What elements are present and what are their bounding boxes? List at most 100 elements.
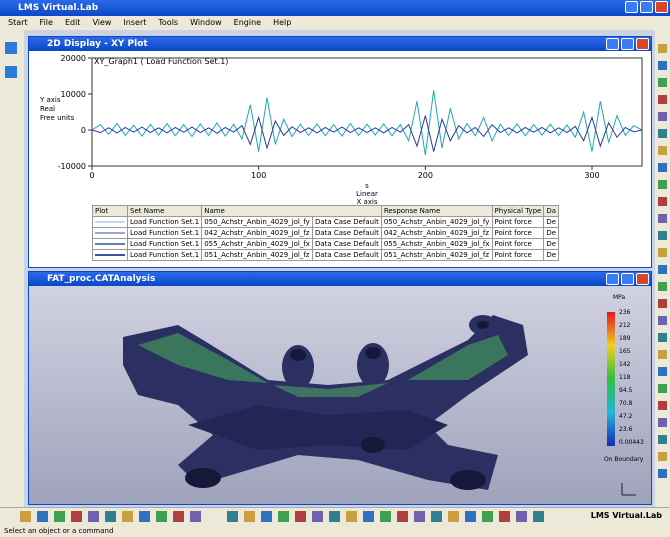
maximize[interactable] bbox=[640, 1, 653, 13]
x-axis-label: s bbox=[365, 182, 369, 190]
tool-icon[interactable] bbox=[658, 452, 667, 461]
tool-icon[interactable] bbox=[380, 511, 391, 522]
tool-icon[interactable] bbox=[37, 511, 48, 522]
tool-icon[interactable] bbox=[658, 333, 667, 342]
tool-icon[interactable] bbox=[244, 511, 255, 522]
tool-icon[interactable] bbox=[448, 511, 459, 522]
tool-icon[interactable] bbox=[658, 146, 667, 155]
minimize[interactable] bbox=[625, 1, 638, 13]
table-cell: 050_Achstr_Anbin_4029_jol_fy bbox=[202, 217, 313, 228]
tool-icon[interactable] bbox=[658, 112, 667, 121]
menu-item[interactable]: Start bbox=[8, 16, 28, 30]
tool-icon[interactable] bbox=[105, 511, 116, 522]
tool-icon[interactable] bbox=[658, 316, 667, 325]
column-header: Response Name bbox=[381, 206, 492, 217]
menu-item[interactable]: File bbox=[40, 16, 53, 30]
menu-item[interactable]: Help bbox=[273, 16, 291, 30]
tool-icon[interactable] bbox=[658, 197, 667, 206]
tool-icon[interactable] bbox=[499, 511, 510, 522]
tool-icon[interactable] bbox=[261, 511, 272, 522]
menu-item[interactable]: View bbox=[92, 16, 111, 30]
tool-icon[interactable] bbox=[227, 511, 238, 522]
tool-icon[interactable] bbox=[658, 350, 667, 359]
menu-item[interactable]: Engine bbox=[234, 16, 261, 30]
menu-item[interactable]: Tools bbox=[158, 16, 178, 30]
tool-icon[interactable] bbox=[465, 511, 476, 522]
plot-swatch-cell bbox=[93, 239, 128, 250]
tool-icon[interactable] bbox=[173, 511, 184, 522]
close[interactable] bbox=[636, 273, 649, 285]
tool-icon[interactable] bbox=[658, 129, 667, 138]
fe-model-view: MPa On Boundary 23621218916514211894.570… bbox=[28, 285, 652, 505]
bottom-toolbar: LMS Virtual.Lab bbox=[0, 507, 670, 526]
brand: LMS Virtual.Lab bbox=[591, 511, 662, 520]
menu-item[interactable]: Insert bbox=[123, 16, 146, 30]
tool-icon[interactable] bbox=[71, 511, 82, 522]
tool-icon[interactable] bbox=[122, 511, 133, 522]
close[interactable] bbox=[655, 1, 668, 13]
tool-icon[interactable] bbox=[658, 95, 667, 104]
tool-icon[interactable] bbox=[658, 435, 667, 444]
column-header: Plot bbox=[93, 206, 128, 217]
tool-icon[interactable] bbox=[482, 511, 493, 522]
tool-icon[interactable] bbox=[658, 469, 667, 478]
tool-icon[interactable] bbox=[658, 180, 667, 189]
tool-icon[interactable] bbox=[658, 231, 667, 240]
close[interactable] bbox=[636, 38, 649, 50]
tool-icon[interactable] bbox=[658, 418, 667, 427]
tool-icon[interactable] bbox=[658, 214, 667, 223]
tool-icon[interactable] bbox=[295, 511, 306, 522]
tool-icon[interactable] bbox=[5, 66, 17, 78]
tool-icon[interactable] bbox=[658, 44, 667, 53]
header-row: PlotSet NameNameResponse NamePhysical Ty… bbox=[93, 206, 559, 217]
tool-icon[interactable] bbox=[658, 384, 667, 393]
tool-icon[interactable] bbox=[346, 511, 357, 522]
tool-icon[interactable] bbox=[278, 511, 289, 522]
app-title-bar: LMS Virtual.Lab bbox=[0, 0, 670, 16]
tool-icon[interactable] bbox=[363, 511, 374, 522]
maximize[interactable] bbox=[621, 273, 634, 285]
right-toolbar bbox=[655, 30, 670, 507]
table-cell: Load Function Set.1 bbox=[128, 228, 202, 239]
tool-icon[interactable] bbox=[5, 42, 17, 54]
menu-item[interactable]: Edit bbox=[65, 16, 81, 30]
table-cell: Load Function Set.1 bbox=[128, 239, 202, 250]
signal-line bbox=[92, 90, 642, 155]
tool-icon[interactable] bbox=[533, 511, 544, 522]
minimize[interactable] bbox=[606, 38, 619, 50]
column-header: Name bbox=[202, 206, 382, 217]
tool-icon[interactable] bbox=[312, 511, 323, 522]
table-cell: Load Function Set.1 bbox=[128, 217, 202, 228]
tool-icon[interactable] bbox=[397, 511, 408, 522]
tool-icon[interactable] bbox=[658, 248, 667, 257]
window-title: FAT_proc.CATAnalysis bbox=[47, 274, 155, 284]
tool-icon[interactable] bbox=[156, 511, 167, 522]
tool-icon[interactable] bbox=[88, 511, 99, 522]
legend-label: 23.6 bbox=[619, 426, 633, 433]
tool-icon[interactable] bbox=[516, 511, 527, 522]
tool-icon[interactable] bbox=[20, 511, 31, 522]
tool-icon[interactable] bbox=[139, 511, 150, 522]
tool-icon[interactable] bbox=[658, 299, 667, 308]
tool-icon[interactable] bbox=[658, 163, 667, 172]
maximize[interactable] bbox=[621, 38, 634, 50]
tool-icon[interactable] bbox=[329, 511, 340, 522]
tool-icon[interactable] bbox=[190, 511, 201, 522]
tool-icon[interactable] bbox=[658, 265, 667, 274]
tool-icon[interactable] bbox=[658, 78, 667, 87]
y-tick-label: 20000 bbox=[61, 54, 86, 63]
tool-icon[interactable] bbox=[658, 282, 667, 291]
tool-icon[interactable] bbox=[54, 511, 65, 522]
minimize[interactable] bbox=[606, 273, 619, 285]
tool-icon[interactable] bbox=[414, 511, 425, 522]
tool-icon[interactable] bbox=[658, 401, 667, 410]
tool-icon[interactable] bbox=[431, 511, 442, 522]
menu-item[interactable]: Window bbox=[190, 16, 222, 30]
tool-icon[interactable] bbox=[658, 367, 667, 376]
tool-icon[interactable] bbox=[658, 61, 667, 70]
